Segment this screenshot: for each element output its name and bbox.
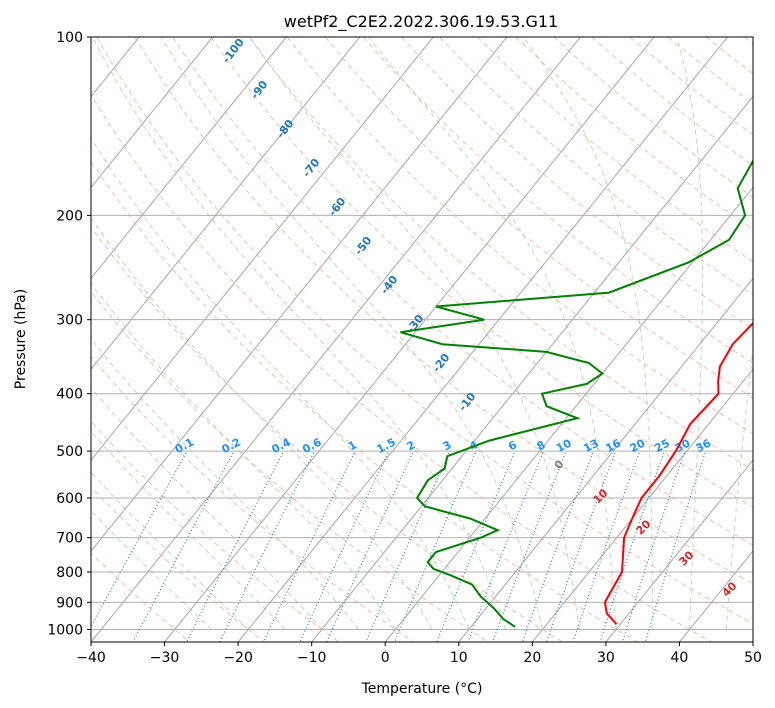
- moist-adiabat-line: [91, 430, 286, 630]
- y-axis: 100 200 300 400 500 600 700 800 900 1000: [47, 30, 91, 638]
- y-tick-label: 100: [56, 30, 83, 46]
- mixing-ratio-line: [644, 452, 706, 642]
- moist-adiabat-line: [91, 282, 396, 630]
- dry-adiabat-line: [91, 93, 713, 642]
- dry-adiabat-line: [286, 37, 753, 435]
- dry-adiabat-line: [439, 37, 753, 296]
- moist-adiabat-line: [249, 37, 580, 630]
- moist-adiabat-line: [368, 37, 617, 630]
- y-tick-label: 500: [56, 444, 83, 460]
- isotherm-line: [91, 37, 581, 642]
- mixing-ratio-line: [132, 452, 234, 642]
- mixing-ratio-label: 16: [603, 436, 623, 455]
- mixing-ratio-label: 30: [673, 436, 693, 455]
- isotherm-line: [91, 37, 508, 552]
- temperature-profile-line: [603, 321, 753, 625]
- plot-frame: [90, 36, 754, 643]
- x-tick-label: −10: [297, 650, 327, 666]
- isotherm-line: [91, 37, 287, 280]
- y-tick-label: 800: [56, 565, 83, 581]
- moist-adiabat-line: [91, 471, 249, 630]
- dry-adiabat-line: [477, 37, 753, 263]
- mixing-ratio-line: [394, 452, 476, 642]
- y-tick-label: 300: [56, 313, 83, 329]
- moist-adiabat-line: [91, 386, 323, 630]
- mixing-ratio-label: 10: [554, 436, 574, 455]
- plot-area: 0.1 0.2 0.4 0.6 1 1.5 2 3 4 6 8 10 13 16 20 25 30 36-100-…: [91, 37, 753, 642]
- x-tick-label: −30: [150, 650, 180, 666]
- mixing-ratio-line: [186, 452, 284, 642]
- moist-adiabat-line: [91, 338, 359, 630]
- dry-adiabat-line: [91, 291, 489, 642]
- dry-adiabat-line: [91, 160, 638, 642]
- dry-adiabat-line: [210, 37, 753, 508]
- moist-adiabat-line: [91, 217, 433, 630]
- dewpoint-profile-line: [400, 159, 753, 628]
- y-tick-label: 900: [56, 595, 83, 611]
- isotherm-line: [164, 37, 655, 642]
- dry-adiabat-line: [91, 226, 563, 642]
- mixing-ratio-label: 20: [628, 436, 648, 455]
- x-tick-label: −40: [76, 650, 106, 666]
- x-tick-label: 20: [523, 650, 541, 666]
- dry-adiabat-line: [96, 37, 753, 625]
- mixing-ratio-label: 13: [581, 437, 601, 456]
- x-axis: −40 −30 −20 −10 0 10 20 30 40 50: [76, 642, 762, 666]
- moist-adiabat-line: [91, 136, 470, 630]
- mixing-ratio-line: [365, 452, 450, 642]
- x-tick-label: 10: [450, 650, 468, 666]
- dry-adiabat-line: [553, 37, 753, 198]
- moist-adiabat-line: [160, 37, 543, 630]
- y-tick-label: 700: [56, 531, 83, 547]
- isotherm-line: [458, 277, 753, 642]
- isotherm-line: [237, 37, 728, 642]
- isotherm-line: [91, 37, 214, 189]
- y-tick-label: 200: [56, 208, 83, 224]
- mixing-ratio-label: 36: [694, 436, 714, 455]
- mixing-ratio-line: [262, 452, 355, 642]
- isotherm-line: [91, 37, 361, 371]
- x-tick-label: 0: [381, 650, 390, 666]
- moist-adiabat-line: [676, 37, 704, 630]
- x-tick-label: 40: [671, 650, 689, 666]
- chart-title: wetPf2_C2E2.2022.306.19.53.G11: [284, 12, 558, 32]
- x-axis-label: Temperature (°C): [361, 681, 483, 697]
- isotherm-line: [91, 37, 434, 461]
- moist-adiabat-line: [725, 344, 753, 630]
- isotherm-line: [605, 459, 753, 642]
- x-tick-label: 30: [597, 650, 615, 666]
- dry-adiabat-line: [363, 37, 753, 364]
- mixing-ratio-line: [467, 452, 544, 642]
- dry-adiabat-line: [324, 37, 753, 399]
- mixing-ratio-line: [521, 452, 594, 642]
- x-tick-label: 50: [744, 650, 762, 666]
- mixing-ratio-line: [492, 452, 567, 642]
- mixing-ratio-line: [219, 452, 315, 642]
- x-tick-label: −20: [223, 650, 253, 666]
- mixing-ratio-label: 25: [652, 437, 672, 456]
- y-axis-label: Pressure (hPa): [13, 289, 29, 389]
- mixing-ratio-line: [436, 452, 515, 642]
- dry-adiabat-line: [248, 37, 753, 471]
- dry-adiabat-line: [134, 37, 753, 585]
- y-tick-label: 400: [56, 387, 83, 403]
- y-tick-label: 1000: [47, 622, 83, 638]
- moist-adiabat-line: [522, 37, 654, 630]
- y-tick-label: 600: [56, 491, 83, 507]
- dry-adiabat-line: [91, 486, 265, 642]
- isotherm-line: [531, 368, 753, 642]
